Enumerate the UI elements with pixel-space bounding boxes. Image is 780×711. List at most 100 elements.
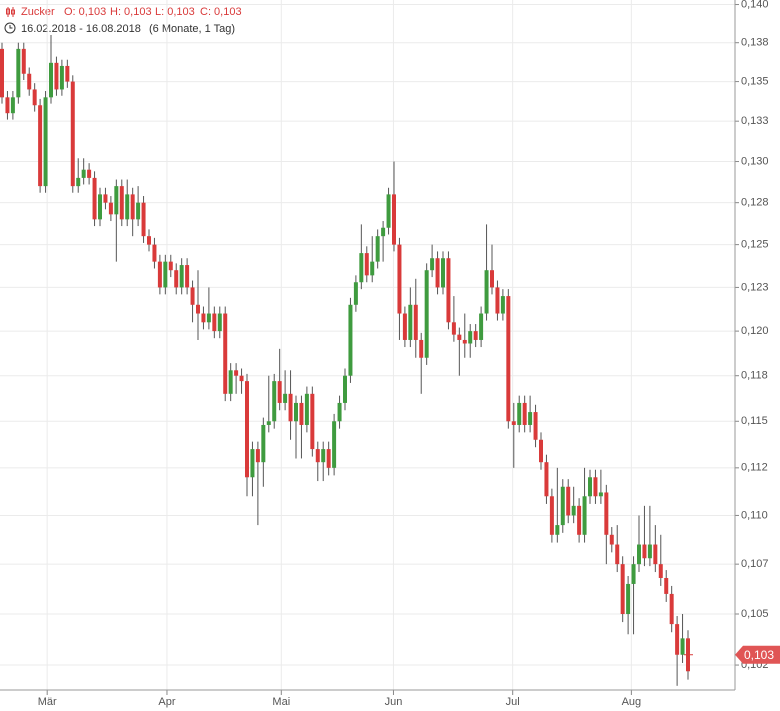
candle-body: [495, 287, 500, 314]
candle-body: [337, 402, 342, 422]
candle-body: [381, 227, 386, 237]
candle-body: [430, 258, 435, 271]
candle-body: [217, 313, 222, 332]
candle-body: [598, 492, 603, 497]
candle-body: [38, 105, 43, 187]
y-tick-label: 0,133: [741, 115, 769, 127]
candle-body: [680, 638, 685, 655]
candle-body: [310, 393, 315, 450]
candle-body: [609, 534, 614, 545]
candle-body: [364, 253, 369, 276]
candle-body: [615, 544, 620, 565]
y-tick-label: 0,110: [741, 509, 768, 521]
y-tick-label: 0,123: [741, 281, 769, 293]
candle-body: [588, 477, 592, 497]
candle-body: [675, 624, 680, 655]
candle-body: [353, 282, 358, 305]
candle-body: [277, 381, 282, 403]
candle-body: [669, 593, 674, 625]
candle-body: [321, 449, 326, 463]
candle-body: [468, 331, 473, 344]
x-tick-label: Apr: [158, 696, 175, 708]
candle-body: [239, 375, 244, 382]
x-tick-label: Aug: [622, 696, 642, 708]
y-tick-label: 0,115: [741, 415, 768, 427]
candle-body: [98, 194, 102, 220]
candle-body: [462, 339, 467, 344]
candle-body: [299, 402, 304, 425]
candle-body: [157, 261, 162, 288]
candle-body: [103, 194, 108, 203]
candle-body: [174, 270, 179, 288]
candle-body: [560, 486, 565, 526]
date-range: 16.02.2018 - 16.08.2018: [21, 23, 141, 35]
candle-body: [21, 48, 26, 74]
candle-body: [544, 462, 549, 497]
candle-body: [386, 194, 391, 228]
y-tick-label: 0,112: [741, 462, 768, 474]
y-tick-label: 0,105: [741, 608, 769, 620]
candle-body: [593, 477, 598, 497]
candle-body: [0, 48, 4, 98]
candle-body: [185, 265, 190, 288]
candle-body: [190, 287, 195, 305]
candle-body: [506, 296, 511, 422]
candles: [0, 35, 690, 686]
candle-body: [130, 194, 135, 220]
candle-body: [32, 89, 37, 106]
candle-body: [147, 236, 151, 245]
candle-body: [577, 505, 582, 535]
candle-body: [288, 393, 293, 422]
candle-body: [206, 313, 211, 323]
candle-body: [392, 194, 396, 245]
x-tick-label: Jun: [385, 696, 403, 708]
candle-body: [141, 202, 146, 237]
candle-body: [272, 381, 277, 422]
instrument-name: Zucker: [21, 6, 55, 18]
candle-body: [266, 421, 271, 425]
candle-body: [87, 169, 92, 178]
candle-body: [511, 421, 516, 425]
candle-body: [315, 449, 320, 463]
x-tick-label: Jul: [506, 696, 520, 708]
candle-body: [10, 97, 15, 114]
candle-body: [370, 261, 375, 276]
candle-body: [419, 339, 424, 358]
candle-body: [70, 81, 75, 187]
candle-body: [604, 492, 609, 535]
candle-body: [517, 402, 522, 425]
candle-body: [59, 65, 64, 90]
candle-body: [642, 544, 647, 559]
candle-body: [647, 544, 652, 559]
candle-body: [250, 449, 255, 478]
candle-body: [397, 244, 402, 314]
candle-body: [261, 424, 266, 463]
y-tick-label: 0,118: [741, 370, 768, 382]
candle-body: [631, 564, 636, 584]
candle-body: [446, 258, 451, 323]
candle-body: [294, 402, 298, 422]
candle-body: [637, 544, 641, 565]
candle-body: [125, 194, 130, 220]
candle-body: [212, 313, 217, 332]
candle-body: [451, 322, 456, 335]
y-tick-label: 0,107: [741, 558, 769, 570]
candle-body: [424, 270, 429, 358]
candle-body: [348, 304, 353, 376]
candle-body: [304, 393, 309, 425]
last-price-marker: [735, 645, 780, 664]
candle-body: [16, 48, 21, 98]
candle-body: [49, 62, 53, 98]
candle-body: [413, 304, 418, 340]
candle-body: [375, 236, 380, 262]
last-price-label: 0,103: [744, 648, 774, 662]
candle-body: [201, 313, 206, 323]
candle-body: [402, 313, 407, 340]
candle-body: [326, 449, 331, 468]
ohlc-open: O: 0,103: [64, 6, 106, 18]
candle-body: [533, 412, 538, 440]
ohlc-close: C: 0,103: [200, 6, 242, 18]
candle-body: [136, 202, 141, 220]
y-tick-label: 0,135: [741, 75, 769, 87]
